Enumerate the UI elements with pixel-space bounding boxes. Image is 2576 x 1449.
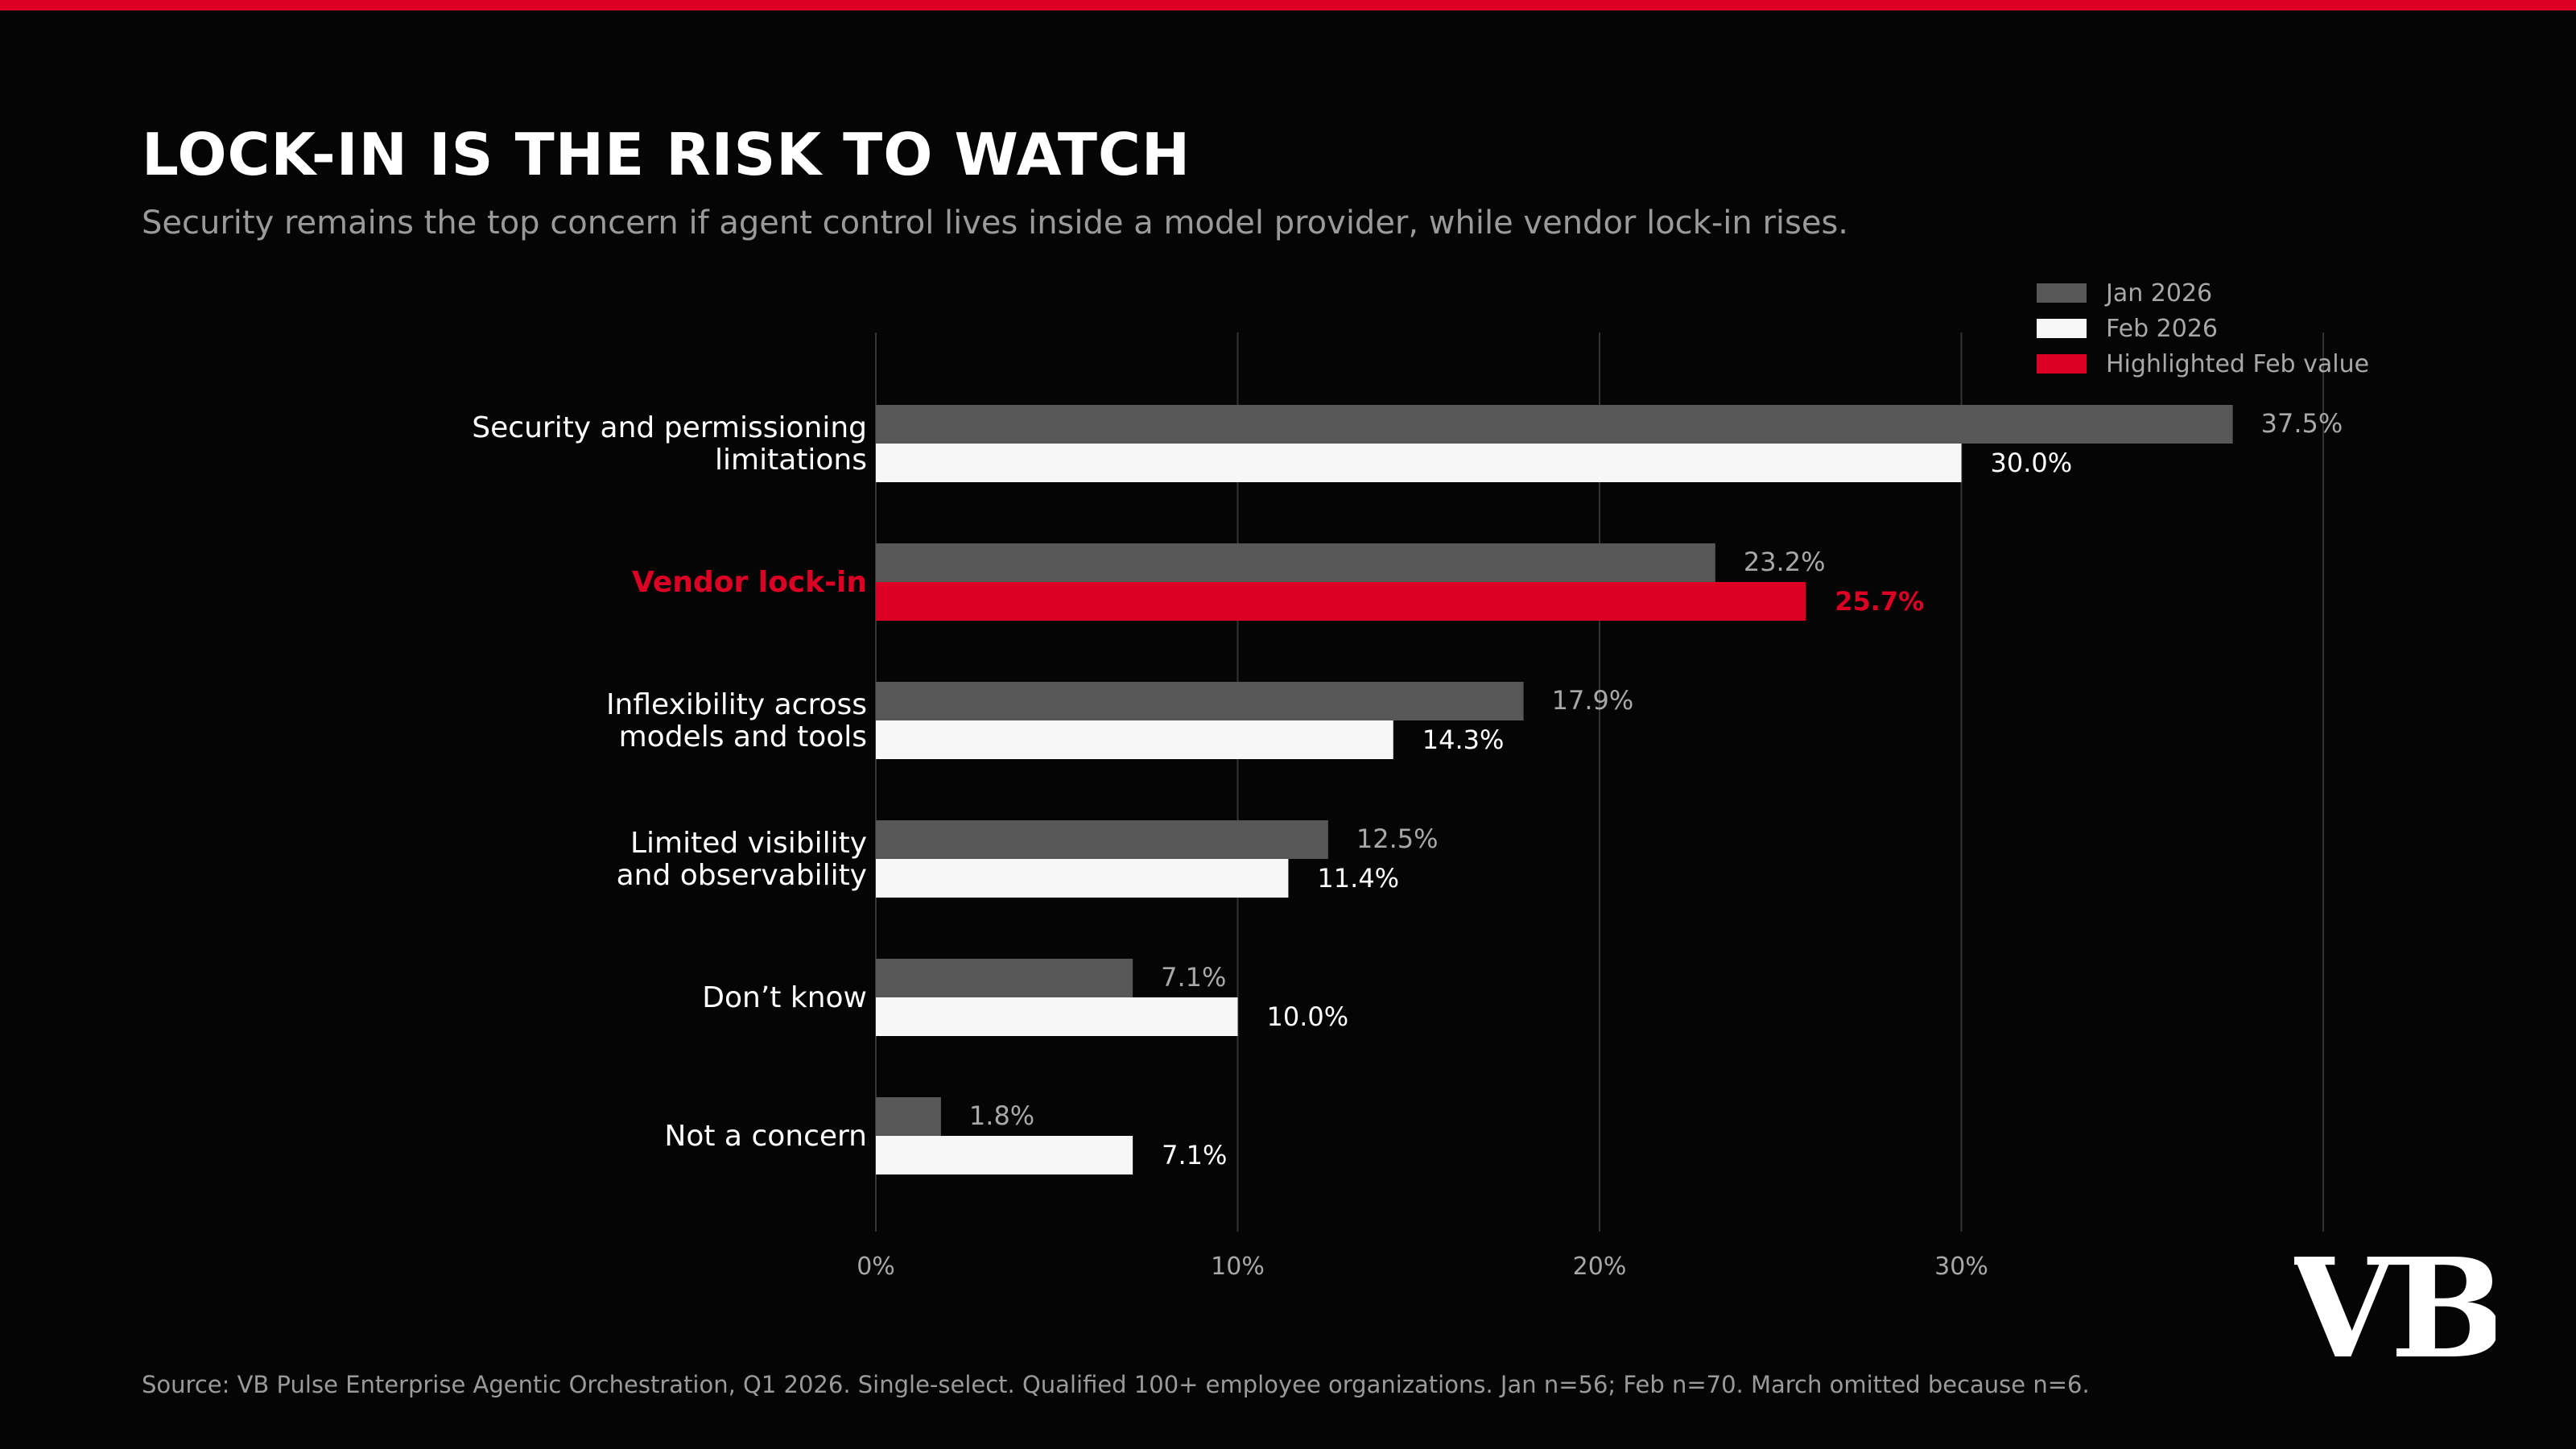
category-label-line: Not a concern [664,1120,867,1153]
chart-subtitle: Security remains the top concern if agen… [142,204,1848,242]
value-label-jan: 37.5% [2261,408,2343,439]
bar-feb [876,444,1962,482]
category-label-line: Don’t know [702,981,867,1014]
category-label: Not a concern [664,1120,867,1153]
legend-label: Feb 2026 [2106,315,2218,343]
bar-jan [876,959,1133,997]
bar-feb [876,720,1393,759]
x-tick-label: 0% [857,1253,895,1281]
value-label-jan: 23.2% [1744,547,1826,577]
category-label-line: Limited visibility [630,827,867,860]
bar-jan [876,820,1328,859]
category-label-line: Inflexibility across [606,688,867,721]
bar-feb [876,997,1238,1036]
legend-swatch [2037,319,2087,338]
chart-title: LOCK-IN IS THE RISK TO WATCH [142,121,1191,188]
vb-logo-text: VB [2294,1244,2496,1373]
source-note: Source: VB Pulse Enterprise Agentic Orch… [142,1371,2090,1398]
bar-jan [876,1097,941,1136]
value-label-jan: 17.9% [1552,685,1634,716]
value-label-feb: 11.4% [1317,863,1399,894]
category-label-line: Vendor lock-in [632,566,867,599]
bar-jan [876,543,1715,582]
legend-label: Highlighted Feb value [2106,350,2369,378]
category-label: Security and permissioning limitations [472,411,867,477]
category-label-line: models and tools [619,720,867,753]
bar-feb [876,859,1289,898]
category-label: Limited visibility and observability [617,827,867,892]
value-label-feb: 25.7% [1835,586,1924,617]
category-label-line: limitations [715,444,867,477]
legend-swatch [2037,283,2087,303]
x-tick-label: 30% [1934,1253,1988,1281]
category-label-line: and observability [617,859,867,892]
category-label: Vendor lock-in [632,566,867,599]
vb-logo: VB [2294,1244,2496,1373]
bar-feb [876,1136,1133,1174]
legend-label: Jan 2026 [2104,279,2212,308]
value-label-feb: 14.3% [1422,724,1505,755]
value-label-jan: 1.8% [969,1100,1034,1131]
bar-jan [876,405,2233,444]
value-label-jan: 12.5% [1356,824,1439,854]
top-accent-bar [0,0,2576,10]
value-label-jan: 7.1% [1161,962,1226,993]
value-label-feb: 7.1% [1162,1140,1227,1170]
x-tick-label: 20% [1573,1253,1627,1281]
value-label-feb: 30.0% [1991,448,2073,478]
category-label: Don’t know [702,981,867,1014]
value-label-feb: 10.0% [1267,1001,1349,1032]
bar-feb-highlighted [876,582,1806,621]
x-tick-label: 10% [1211,1253,1265,1281]
category-label: Inflexibility across models and tools [606,688,867,753]
category-label-line: Security and permissioning [472,411,867,444]
bar-jan [876,682,1524,720]
legend-swatch [2037,354,2087,374]
